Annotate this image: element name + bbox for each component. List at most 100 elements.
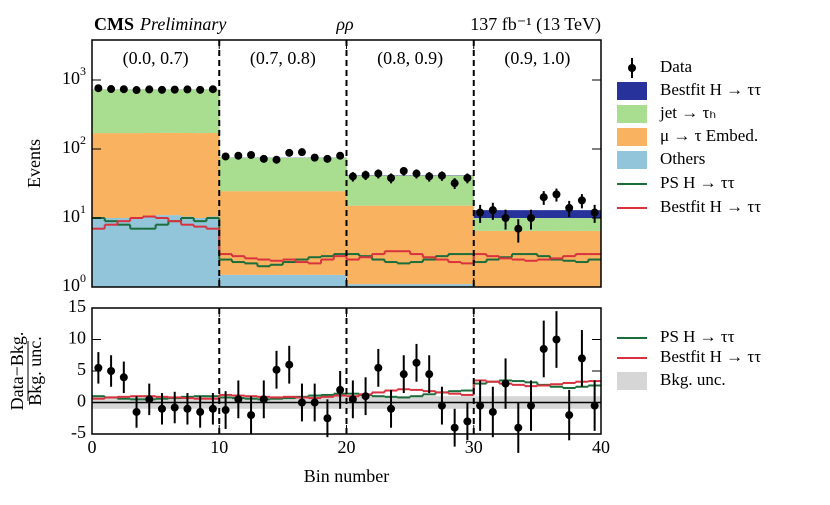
stack-segment: [371, 284, 386, 287]
stack-segment: [206, 133, 220, 217]
stack-segment: [321, 157, 335, 192]
data-point: [285, 360, 294, 369]
stack-segment: [333, 191, 347, 275]
data-point: [107, 367, 116, 375]
data-point: [336, 385, 345, 394]
stack-segment: [231, 191, 246, 275]
stack-segment: [295, 274, 309, 287]
data-point: [310, 153, 319, 162]
data-point: [183, 404, 192, 413]
data-point: [170, 85, 179, 94]
stack-segment: [308, 274, 322, 287]
stack-segment: [461, 205, 475, 285]
stack-segment: [359, 284, 373, 287]
data-point: [336, 151, 345, 160]
data-point: [259, 154, 268, 163]
x-tick-label: 30: [465, 437, 483, 457]
y-axis-label: Bkg. unc.: [25, 336, 45, 406]
stack-segment: [384, 284, 398, 287]
data-point: [463, 173, 472, 182]
stack-segment: [384, 175, 398, 206]
data-point: [488, 206, 497, 215]
data-point: [196, 407, 205, 416]
stack-segment: [181, 133, 195, 217]
y-axis-label: Events: [24, 139, 44, 188]
stack-segment: [410, 175, 424, 206]
stack-segment: [92, 133, 106, 219]
legend-label: Bestfit H → ττ: [660, 80, 761, 99]
stack-segment: [206, 89, 220, 134]
stack-segment: [168, 132, 182, 216]
legend-label: PS H → ττ: [660, 173, 735, 192]
data-point: [552, 190, 561, 199]
data-point: [501, 379, 510, 388]
plot-frame: [91, 39, 602, 288]
legend-swatch: [617, 105, 647, 123]
stack-segment: [257, 191, 271, 275]
data-point: [374, 363, 383, 372]
x-tick-label: 10: [210, 437, 228, 457]
data-point: [132, 86, 141, 95]
stack-segment: [397, 175, 411, 206]
data-point: [590, 401, 599, 410]
stack-segment: [155, 132, 169, 216]
stack-segment: [359, 205, 373, 285]
legend-swatch: [617, 151, 647, 169]
x-tick-label: 20: [338, 437, 356, 457]
data-point: [183, 85, 192, 94]
stack-segment: [550, 210, 564, 219]
stack-segment: [142, 89, 157, 134]
stack-segment: [282, 274, 296, 287]
data-point: [323, 154, 332, 163]
stack-segment: [588, 218, 602, 231]
data-point: [476, 208, 485, 217]
legend-label: Bestfit H → ττ: [660, 347, 761, 366]
stack-segment: [155, 89, 169, 133]
legend-label: Others: [660, 149, 705, 168]
stack-segment: [257, 157, 271, 192]
stack-segment: [422, 175, 436, 206]
data-point: [348, 172, 357, 181]
x-axis-label: Bin number: [304, 466, 390, 486]
data-point: [501, 214, 510, 223]
stack-segment: [282, 157, 296, 192]
data-point: [374, 169, 383, 178]
data-point: [234, 151, 243, 160]
stack-segment: [244, 274, 258, 287]
stack-segment: [524, 230, 538, 287]
data-point: [323, 414, 332, 423]
lumi-label: 137 fb⁻¹ (13 TeV): [470, 14, 601, 35]
plot-frame: [91, 307, 602, 435]
data-point: [577, 196, 586, 205]
data-point: [361, 392, 370, 401]
legend-label: Data: [660, 57, 693, 76]
y-tick-label: 101: [62, 202, 86, 226]
legend-label: Bkg. unc.: [660, 370, 726, 389]
stack-segment: [486, 218, 500, 231]
data-point: [463, 417, 472, 426]
stack-segment: [295, 157, 309, 192]
stack-segment: [193, 89, 207, 134]
data-point: [527, 401, 536, 410]
legend-swatch: [617, 82, 647, 100]
data-point: [514, 423, 523, 432]
stack-segment: [511, 210, 526, 219]
data-point: [285, 148, 294, 157]
data-point: [565, 203, 574, 212]
data-point: [348, 395, 357, 404]
stack-segment: [308, 191, 322, 275]
stack-segment: [308, 157, 322, 192]
data-point: [425, 172, 434, 181]
y-tick-label: 5: [77, 359, 86, 379]
x-tick-label: 0: [88, 437, 97, 457]
data-point: [437, 401, 446, 410]
data-point: [221, 406, 230, 415]
data-point: [539, 193, 548, 202]
legend-symbol: [628, 64, 636, 72]
stack-segment: [282, 191, 296, 275]
stack-segment: [168, 89, 182, 133]
data-point: [94, 363, 103, 372]
y-tick-label: -5: [71, 422, 86, 442]
stack-segment: [117, 218, 131, 287]
